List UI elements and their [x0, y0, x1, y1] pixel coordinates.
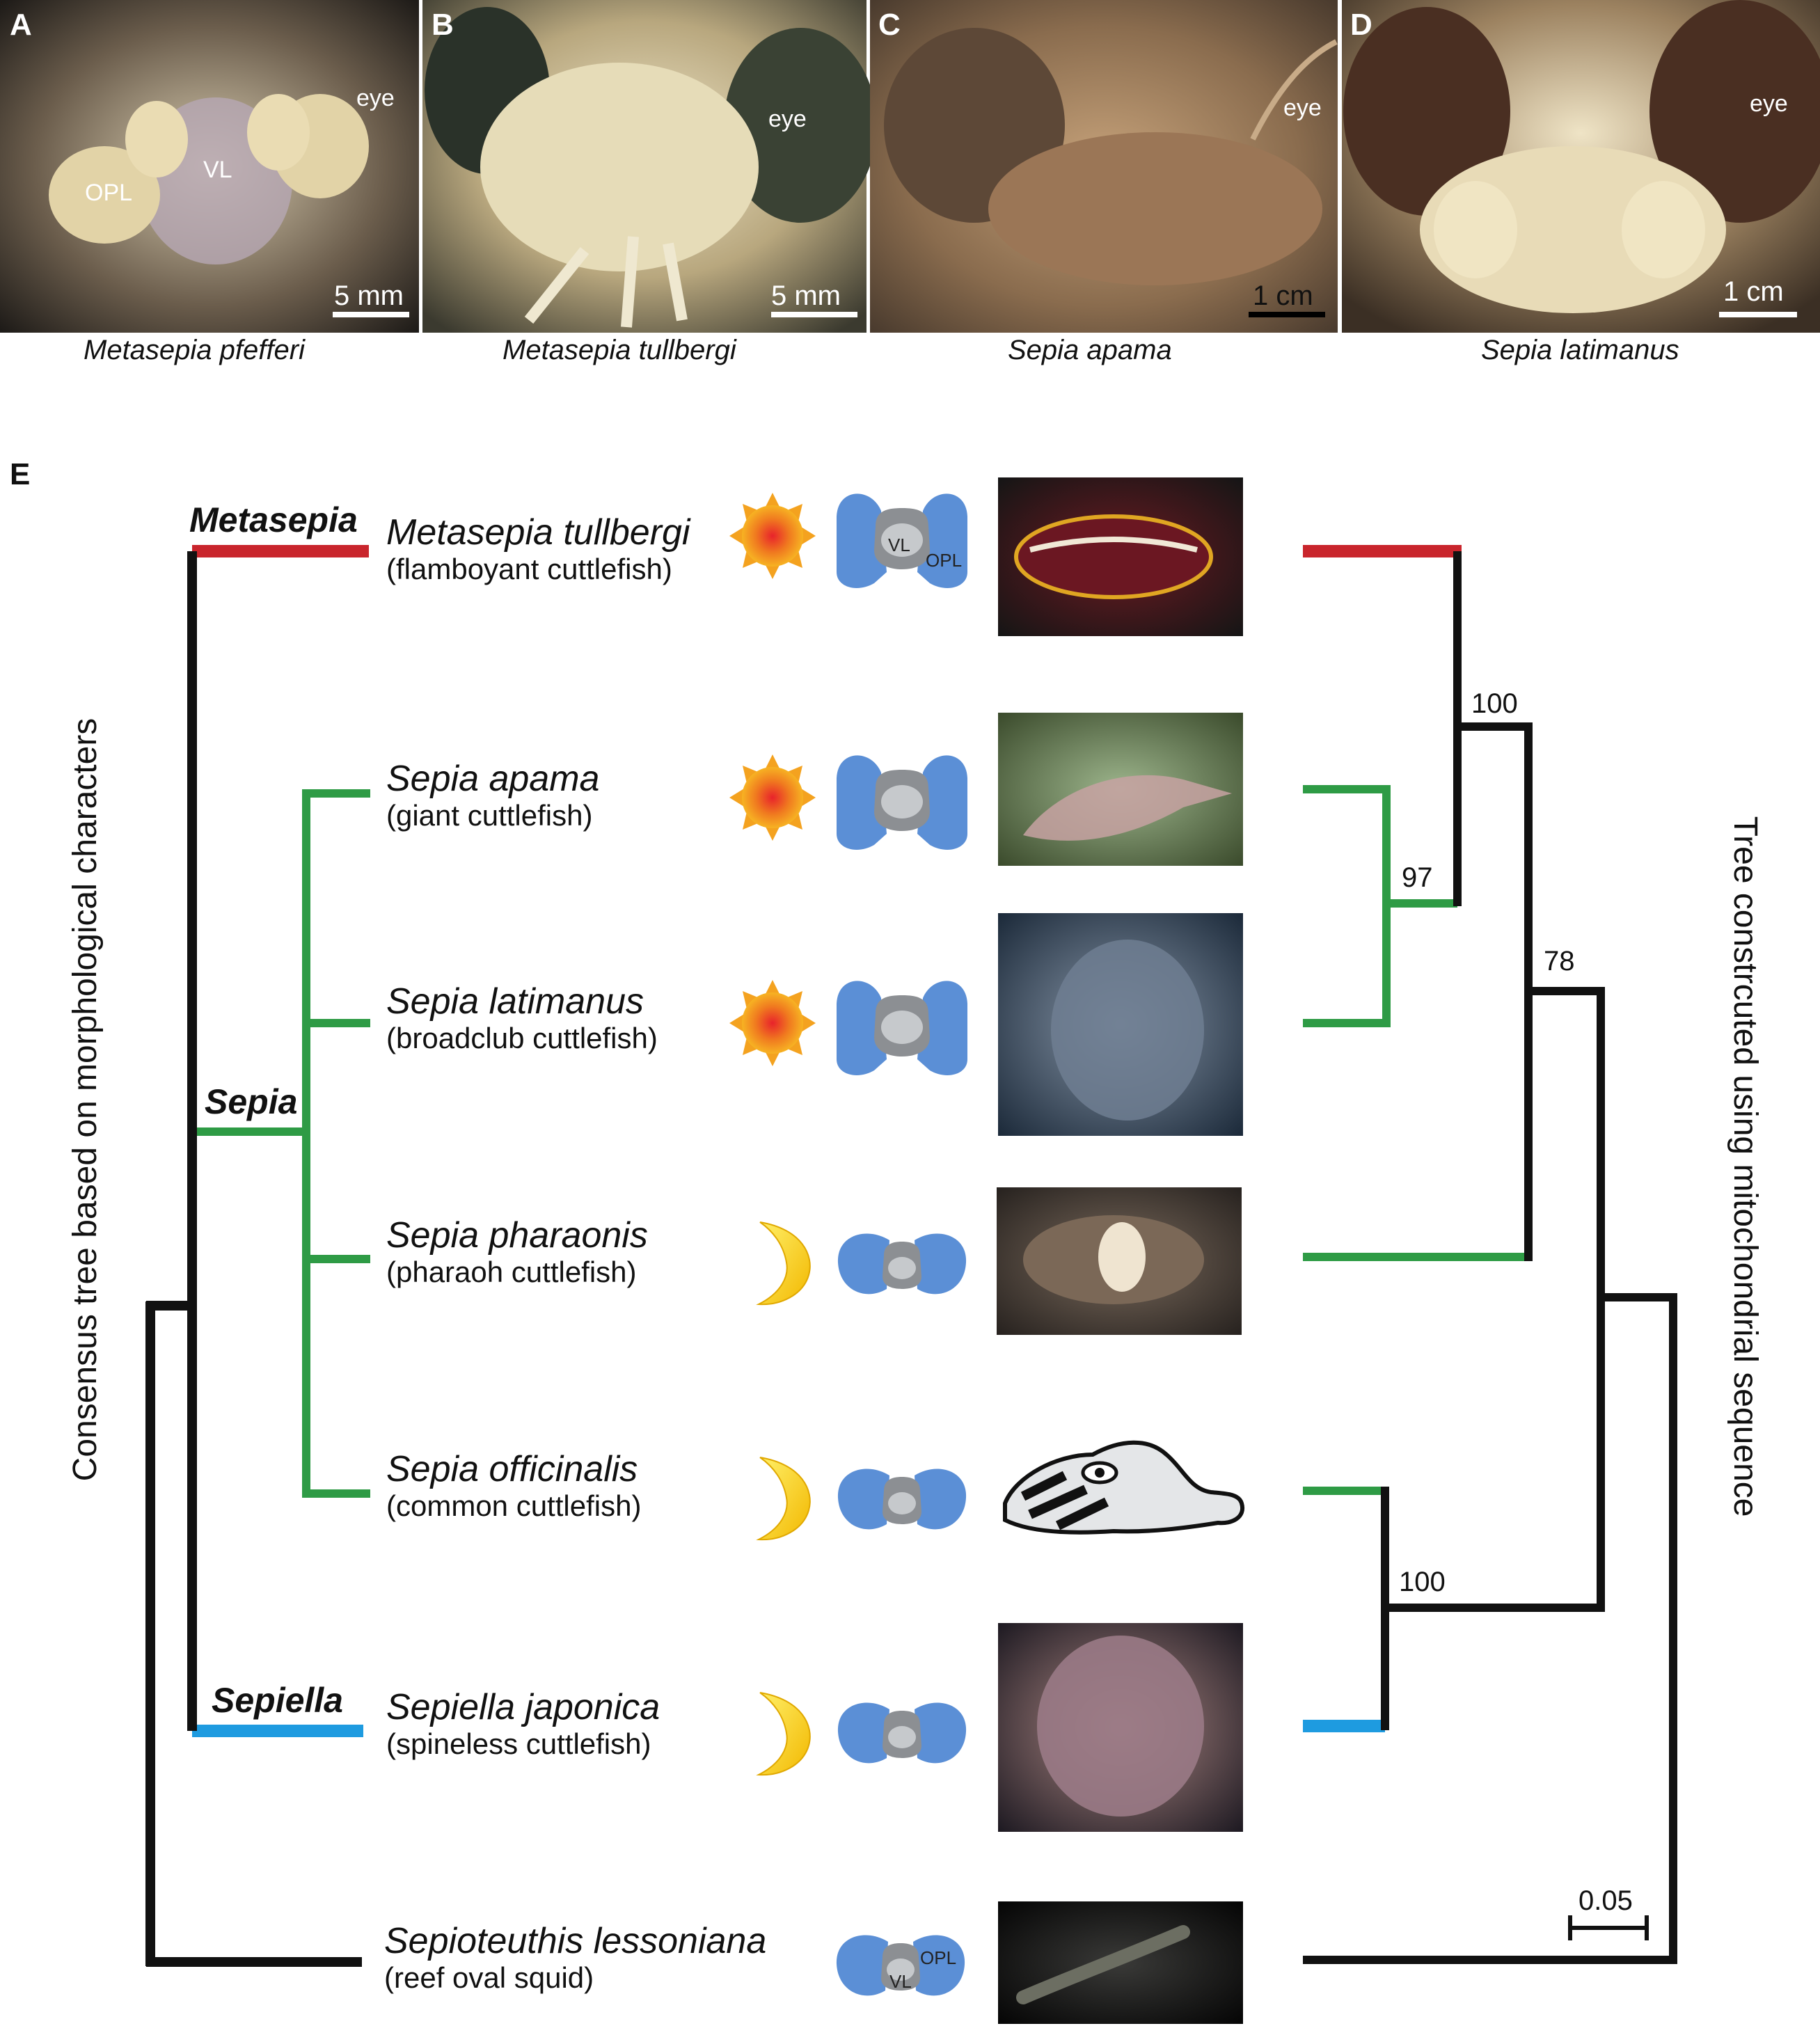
- eye-label: eye: [768, 106, 807, 132]
- species-name: Sepia latimanus: [386, 981, 644, 1022]
- species-photo: [998, 477, 1243, 636]
- species-photo: [998, 913, 1243, 1136]
- species-row-sepia-latimanus: Sepia latimanus (broadclub cuttlefish): [386, 981, 658, 1054]
- species-photo: [998, 713, 1243, 866]
- panel-label-b: B: [432, 8, 454, 42]
- brain-icon: [837, 981, 967, 1075]
- brain-opl-label: OPL: [920, 1947, 956, 1968]
- species-name: Sepia pharaonis: [386, 1215, 648, 1256]
- scale-bar: [333, 312, 409, 317]
- sun-icon: [729, 754, 816, 841]
- caption-c: Sepia apama: [1008, 335, 1172, 365]
- common-name: (flamboyant cuttlefish): [386, 553, 672, 585]
- eye-label: eye: [1750, 90, 1788, 117]
- species-photo: [998, 1901, 1243, 2024]
- common-name: (reef oval squid): [384, 1961, 594, 1994]
- scale-label: 1 cm: [1253, 280, 1313, 311]
- photo-panel-b: B eye 5 mm: [422, 0, 877, 333]
- panel-label-a: A: [10, 8, 32, 42]
- brain-icon: VL OPL: [837, 493, 967, 588]
- species-row-sepia-pharaonis: Sepia pharaonis (pharaoh cuttlefish): [386, 1215, 648, 1288]
- moon-icon: [758, 1221, 811, 1306]
- scale-label: 5 mm: [771, 280, 841, 311]
- common-name: (pharaoh cuttlefish): [386, 1256, 637, 1288]
- brain-icon: OPL VL: [836, 1935, 965, 1996]
- support-value: 100: [1399, 1567, 1446, 1597]
- vl-label: VL: [203, 157, 232, 183]
- genus-label-sepiella: Sepiella: [212, 1681, 343, 1720]
- scale-bar: [1249, 312, 1325, 317]
- support-value: 78: [1544, 946, 1575, 976]
- caption-d: Sepia latimanus: [1481, 335, 1679, 365]
- eye-label: eye: [1283, 95, 1322, 121]
- common-name: (broadclub cuttlefish): [386, 1022, 658, 1054]
- genus-label-sepia: Sepia: [205, 1082, 297, 1121]
- cuttlefish-drawing-icon: [1003, 1440, 1245, 1535]
- species-name: Sepia officinalis: [386, 1449, 638, 1489]
- photo-panel-d: D eye 1 cm: [1342, 0, 1820, 333]
- species-photo: [997, 1187, 1242, 1335]
- scale-label: 1 cm: [1723, 276, 1784, 307]
- panel-label-d: D: [1350, 8, 1372, 42]
- brain-icon: [837, 1702, 967, 1764]
- brain-vl-label: VL: [889, 1971, 912, 1992]
- photo-panel-c: C eye 1 cm: [870, 0, 1338, 333]
- species-name: Metasepia tullbergi: [386, 512, 691, 553]
- common-name: (giant cuttlefish): [386, 799, 592, 832]
- species-name: Sepioteuthis lessoniana: [384, 1921, 766, 1961]
- right-tree-label: Tree constrcuted using mitochondrial seq…: [1727, 816, 1764, 1517]
- brain-opl-label: OPL: [926, 550, 962, 571]
- scale-bar-label: 0.05: [1578, 1885, 1633, 1916]
- sun-icon: [729, 980, 816, 1066]
- support-value: 97: [1402, 862, 1433, 893]
- panel-label-c: C: [878, 8, 901, 42]
- brain-vl-label: VL: [888, 535, 910, 555]
- brain-icon: [837, 1469, 967, 1530]
- sun-icon: [729, 493, 816, 579]
- caption-a: Metasepia pfefferi: [84, 335, 306, 365]
- species-photo: [998, 1623, 1243, 1832]
- left-tree: [145, 545, 370, 1967]
- species-row-sepia-apama: Sepia apama (giant cuttlefish): [386, 759, 599, 832]
- photo-panel-a: A eye OPL VL 5 mm: [0, 0, 419, 333]
- scale-bar: [1719, 312, 1797, 317]
- species-row-metasepia-tullbergi: Metasepia tullbergi (flamboyant cuttlefi…: [386, 512, 691, 585]
- moon-icon: [758, 1692, 811, 1776]
- caption-b: Metasepia tullbergi: [503, 335, 737, 365]
- genus-label-metasepia: Metasepia: [189, 500, 358, 539]
- brain-icon: [837, 1233, 967, 1295]
- species-row-sepia-officinalis: Sepia officinalis (common cuttlefish): [386, 1449, 641, 1522]
- scale-bar: [771, 312, 857, 317]
- opl-label: OPL: [85, 180, 132, 206]
- species-row-sepioteuthis-lessoniana: Sepioteuthis lessoniana (reef oval squid…: [384, 1921, 766, 1994]
- species-row-sepiella-japonica: Sepiella japonica (spineless cuttlefish): [386, 1687, 660, 1760]
- brain-icon: [837, 755, 967, 850]
- common-name: (spineless cuttlefish): [386, 1727, 651, 1760]
- species-name: Sepia apama: [386, 759, 599, 799]
- scale-label: 5 mm: [334, 280, 404, 311]
- panel-label-e: E: [10, 457, 30, 491]
- tree-scale-bar: [1568, 1915, 1649, 1940]
- species-name: Sepiella japonica: [386, 1687, 660, 1727]
- eye-label: eye: [356, 85, 395, 111]
- left-tree-label: Consensus tree based on morphological ch…: [67, 718, 104, 1482]
- right-tree: [1303, 545, 1677, 1964]
- common-name: (common cuttlefish): [386, 1489, 641, 1522]
- support-value: 100: [1471, 688, 1518, 719]
- moon-icon: [758, 1457, 811, 1541]
